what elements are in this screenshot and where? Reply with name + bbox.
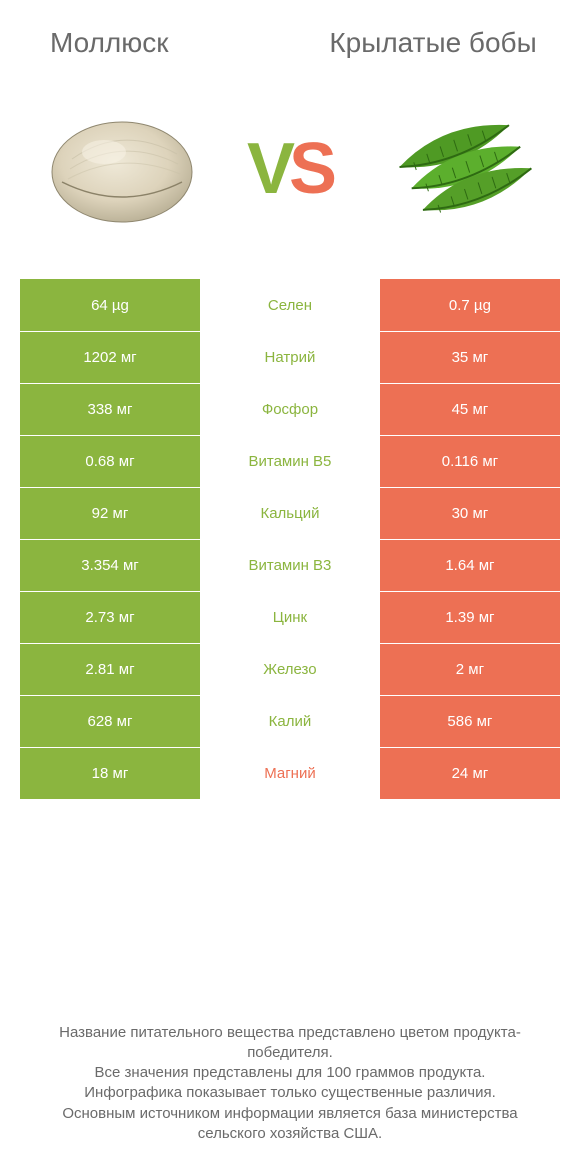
right-value-cell: 1.39 мг: [380, 591, 560, 643]
nutrient-name-cell: Натрий: [200, 331, 380, 383]
vs-label: V S: [247, 128, 333, 210]
table-row: 18 мгМагний24 мг: [20, 747, 560, 799]
table-row: 64 µgСелен0.7 µg: [20, 279, 560, 331]
left-value-cell: 0.68 мг: [20, 435, 200, 487]
right-value-cell: 586 мг: [380, 695, 560, 747]
footer-notes: Название питательного вещества представл…: [20, 995, 560, 1155]
nutrient-name-cell: Железо: [200, 643, 380, 695]
table-row: 628 мгКалий586 мг: [20, 695, 560, 747]
left-product-title: Моллюск: [30, 28, 264, 57]
comparison-infographic: Моллюск Крылатые бобы: [0, 0, 580, 1174]
footer-line-3: Инфографика показывает только существенн…: [28, 1083, 552, 1103]
nutrient-name-cell: Калий: [200, 695, 380, 747]
nutrient-name-cell: Витамин B3: [200, 539, 380, 591]
titles-row: Моллюск Крылатые бобы: [20, 28, 560, 69]
right-value-cell: 1.64 мг: [380, 539, 560, 591]
right-product-title: Крылатые бобы: [316, 28, 550, 57]
table-row: 3.354 мгВитамин B31.64 мг: [20, 539, 560, 591]
left-product-image: [42, 99, 202, 239]
hero-row: V S: [20, 69, 560, 279]
nutrient-name-cell: Селен: [200, 279, 380, 331]
right-value-cell: 30 мг: [380, 487, 560, 539]
left-value-cell: 18 мг: [20, 747, 200, 799]
nutrient-name-cell: Витамин B5: [200, 435, 380, 487]
right-value-cell: 2 мг: [380, 643, 560, 695]
table-row: 2.73 мгЦинк1.39 мг: [20, 591, 560, 643]
table-row: 338 мгФосфор45 мг: [20, 383, 560, 435]
vs-v: V: [247, 128, 291, 210]
left-value-cell: 628 мг: [20, 695, 200, 747]
right-value-cell: 35 мг: [380, 331, 560, 383]
left-value-cell: 1202 мг: [20, 331, 200, 383]
vs-s: S: [289, 128, 333, 210]
footer-line-4: Основным источником информации является …: [28, 1104, 552, 1145]
table-row: 92 мгКальций30 мг: [20, 487, 560, 539]
winged-bean-icon: [378, 104, 538, 234]
left-value-cell: 2.73 мг: [20, 591, 200, 643]
clam-icon: [42, 104, 202, 234]
nutrient-name-cell: Магний: [200, 747, 380, 799]
table-row: 1202 мгНатрий35 мг: [20, 331, 560, 383]
left-value-cell: 2.81 мг: [20, 643, 200, 695]
nutrient-name-cell: Цинк: [200, 591, 380, 643]
right-value-cell: 0.7 µg: [380, 279, 560, 331]
table-row: 0.68 мгВитамин B50.116 мг: [20, 435, 560, 487]
right-value-cell: 0.116 мг: [380, 435, 560, 487]
footer-line-1: Название питательного вещества представл…: [28, 1023, 552, 1064]
right-value-cell: 24 мг: [380, 747, 560, 799]
footer-line-2: Все значения представлены для 100 граммо…: [28, 1063, 552, 1083]
nutrient-name-cell: Кальций: [200, 487, 380, 539]
left-value-cell: 92 мг: [20, 487, 200, 539]
left-value-cell: 3.354 мг: [20, 539, 200, 591]
right-value-cell: 45 мг: [380, 383, 560, 435]
right-product-image: [378, 99, 538, 239]
table-row: 2.81 мгЖелезо2 мг: [20, 643, 560, 695]
nutrient-table: 64 µgСелен0.7 µg1202 мгНатрий35 мг338 мг…: [20, 279, 560, 799]
left-value-cell: 64 µg: [20, 279, 200, 331]
left-value-cell: 338 мг: [20, 383, 200, 435]
nutrient-name-cell: Фосфор: [200, 383, 380, 435]
